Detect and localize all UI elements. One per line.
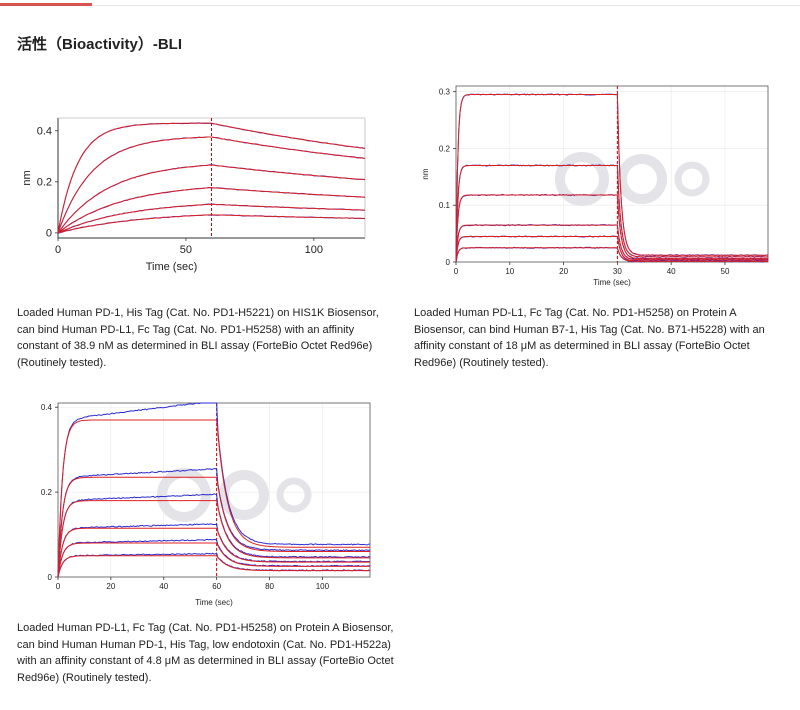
- fit-curve: [57, 122, 366, 233]
- watermark-ring: [219, 470, 269, 520]
- fit-curve: [57, 164, 366, 234]
- plot-border: [455, 85, 769, 263]
- watermark-logo: [555, 152, 710, 206]
- y-tick-label: 0: [446, 258, 451, 267]
- measured-curve: [455, 164, 769, 262]
- y-tick-label: 0.2: [439, 144, 451, 153]
- watermark-ring: [276, 477, 312, 513]
- fit-curve: [57, 542, 370, 578]
- x-axis-label: Time (sec): [195, 598, 233, 607]
- x-axis-label: Time (sec): [146, 261, 198, 273]
- x-tick-label: 10: [505, 267, 514, 276]
- fit-curve: [455, 224, 768, 263]
- measured-curve: [57, 523, 371, 578]
- measured-curve: [57, 468, 371, 578]
- fit-curve: [57, 500, 370, 578]
- caption-fig2: Loaded Human PD-L1, Fc Tag (Cat. No. PD1…: [414, 307, 765, 369]
- fit-curve: [57, 476, 370, 578]
- y-tick-label: 0.4: [41, 403, 53, 412]
- measured-curve: [57, 402, 371, 578]
- x-tick-label: 100: [316, 582, 330, 591]
- x-axis-label: Time (sec): [593, 278, 631, 287]
- bli-chart-pdl1-b71: 0 10 20 30 40 50 0 0.1 0.2 0.3 Time (sec) nm: [421, 85, 769, 287]
- fit-curve: [57, 419, 370, 578]
- x-tick-label: 80: [265, 582, 274, 591]
- fit-curve: [57, 214, 366, 234]
- caption-fig1: Loaded Human PD-1, His Tag (Cat. No. PD1…: [17, 307, 379, 369]
- fit-curve: [455, 164, 768, 263]
- watermark-ring: [617, 154, 667, 204]
- fit-curve: [455, 247, 768, 263]
- x-tick-label: 50: [180, 244, 192, 256]
- y-tick-label: 0: [46, 228, 52, 240]
- fit-curve: [455, 94, 768, 263]
- fit-curve: [455, 194, 768, 263]
- watermark-ring: [555, 152, 609, 206]
- fit-curve: [57, 187, 366, 234]
- x-tick-label: 20: [106, 582, 115, 591]
- section-title: 活性（Bioactivity）-BLI: [17, 36, 183, 53]
- x-tick-label: 20: [559, 267, 568, 276]
- x-tick-label: 40: [667, 267, 676, 276]
- x-tick-label: 0: [454, 267, 459, 276]
- fit-curve: [57, 136, 366, 234]
- measured-curve: [57, 493, 371, 578]
- x-tick-label: 100: [305, 244, 323, 256]
- y-tick-label: 0.4: [37, 126, 52, 138]
- x-tick-label: 0: [56, 582, 61, 591]
- y-tick-label: 0.2: [37, 177, 52, 189]
- watermark-ring: [674, 161, 710, 197]
- x-tick-label: 60: [212, 582, 221, 591]
- caption-fig3: Loaded Human PD-L1, Fc Tag (Cat. No. PD1…: [17, 622, 394, 684]
- y-tick-label: 0: [48, 573, 53, 582]
- x-tick-label: 30: [613, 267, 622, 276]
- fit-curve: [57, 555, 370, 578]
- x-tick-label: 40: [159, 582, 168, 591]
- measured-curve: [455, 193, 769, 263]
- y-tick-label: 0.2: [41, 488, 53, 497]
- axes-frame: [455, 85, 769, 263]
- y-tick-label: 0.1: [439, 201, 451, 210]
- y-axis-label: nm: [421, 168, 430, 179]
- tab-accent-bar: [0, 3, 92, 6]
- bli-chart-pdl1-pd1: 0 20 40 60 80 100 0 0.2 0.4 Time (sec): [41, 402, 371, 607]
- top-divider: [0, 5, 800, 6]
- bli-chart-pd1-pdl1: 0 50 100 0 0.2 0.4 Time (sec) nm: [21, 117, 366, 273]
- x-tick-label: 0: [55, 244, 61, 256]
- fit-curve: [57, 527, 370, 578]
- y-tick-label: 0.3: [439, 87, 451, 96]
- y-axis-label: nm: [21, 170, 33, 185]
- fit-curve: [57, 203, 366, 234]
- x-tick-label: 50: [721, 267, 730, 276]
